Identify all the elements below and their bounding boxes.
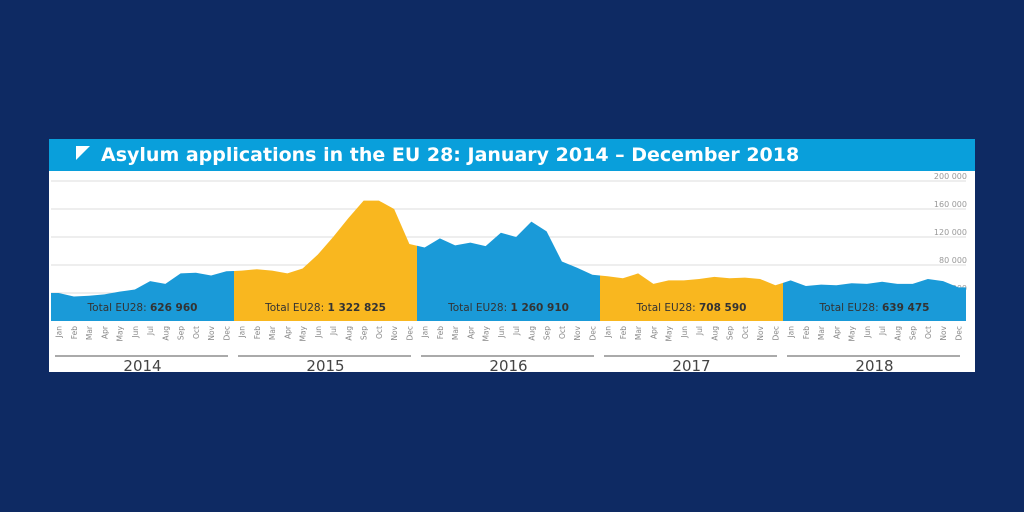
area-2015 (234, 200, 417, 321)
month-label: May (482, 325, 491, 341)
month-label: Jul (146, 326, 155, 336)
month-label: Jul (878, 326, 887, 336)
month-label: Jun (314, 326, 323, 339)
month-label: Mar (85, 325, 94, 340)
year-label-2018: 2018 (855, 357, 893, 372)
month-label: Apr (466, 325, 475, 339)
month-label: Oct (375, 326, 384, 339)
month-label: Jan (787, 326, 796, 339)
y-tick-label: 200 000 (934, 172, 967, 181)
chart-title: Asylum applications in the EU 28: Januar… (101, 144, 800, 166)
month-label: Feb (436, 326, 445, 340)
month-label: Dec (588, 326, 597, 341)
year-label-2014: 2014 (123, 357, 161, 372)
month-label: Feb (70, 326, 79, 340)
month-label: Dec (954, 326, 963, 341)
month-label: Mar (268, 325, 277, 340)
month-label: Jul (329, 326, 338, 336)
month-label: Jan (238, 326, 247, 339)
month-label: Sep (726, 326, 735, 340)
month-label: May (299, 325, 308, 341)
month-label: Mar (634, 325, 643, 340)
month-label: May (665, 325, 674, 341)
total-label-2015: Total EU28: 1 322 825 (264, 302, 386, 314)
month-label: Oct (741, 326, 750, 339)
chart-card: Asylum applications in the EU 28: Januar… (49, 139, 975, 372)
month-label: Apr (832, 325, 841, 339)
month-label: Aug (710, 326, 719, 341)
total-label-2017: Total EU28: 708 590 (636, 302, 747, 314)
month-label: Apr (100, 325, 109, 339)
month-label: Oct (924, 326, 933, 339)
month-label: Nov (939, 325, 948, 340)
month-label: Aug (344, 326, 353, 341)
month-label: Mar (817, 325, 826, 340)
month-label: Nov (207, 325, 216, 340)
month-label: Jan (604, 326, 613, 339)
month-label: Jan (421, 326, 430, 339)
year-label-2016: 2016 (489, 357, 527, 372)
total-label-2016: Total EU28: 1 260 910 (447, 302, 569, 314)
month-label: Sep (177, 326, 186, 340)
month-label: Nov (573, 325, 582, 340)
year-label-2015: 2015 (306, 357, 344, 372)
month-label: Sep (909, 326, 918, 340)
month-label: Jan (55, 326, 64, 339)
month-label: Sep (543, 326, 552, 340)
month-label: Dec (771, 326, 780, 341)
month-label: Sep (360, 326, 369, 340)
month-label: Dec (222, 326, 231, 341)
month-label: Feb (619, 326, 628, 340)
month-label: Oct (558, 326, 567, 339)
month-label: Jul (512, 326, 521, 336)
month-label: Apr (283, 325, 292, 339)
month-label: Jun (131, 326, 140, 339)
month-label: Aug (527, 326, 536, 341)
y-tick-label: 80 000 (939, 256, 967, 265)
month-label: Jun (863, 326, 872, 339)
month-label: Apr (649, 325, 658, 339)
title-bar: Asylum applications in the EU 28: Januar… (49, 139, 975, 171)
month-label: Aug (893, 326, 902, 341)
month-label: Nov (390, 325, 399, 340)
total-label-2014: Total EU28: 626 960 (87, 302, 198, 314)
area-2014 (51, 270, 234, 321)
month-label: May (116, 325, 125, 341)
y-tick-label: 160 000 (934, 200, 967, 209)
total-label-2018: Total EU28: 639 475 (819, 302, 930, 314)
y-tick-label: 120 000 (934, 228, 967, 237)
month-label: Dec (405, 326, 414, 341)
area-2017 (600, 273, 783, 321)
month-label: Jun (497, 326, 506, 339)
area-2018 (783, 279, 966, 321)
month-label: Feb (253, 326, 262, 340)
area-2016 (417, 221, 600, 321)
month-label: May (848, 325, 857, 341)
month-label: Jul (695, 326, 704, 336)
month-label: Oct (192, 326, 201, 339)
month-label: Nov (756, 325, 765, 340)
title-corner-flag-icon (76, 146, 90, 160)
month-label: Feb (802, 326, 811, 340)
year-label-2017: 2017 (672, 357, 710, 372)
month-label: Jun (680, 326, 689, 339)
month-label: Aug (161, 326, 170, 341)
month-label: Mar (451, 325, 460, 340)
